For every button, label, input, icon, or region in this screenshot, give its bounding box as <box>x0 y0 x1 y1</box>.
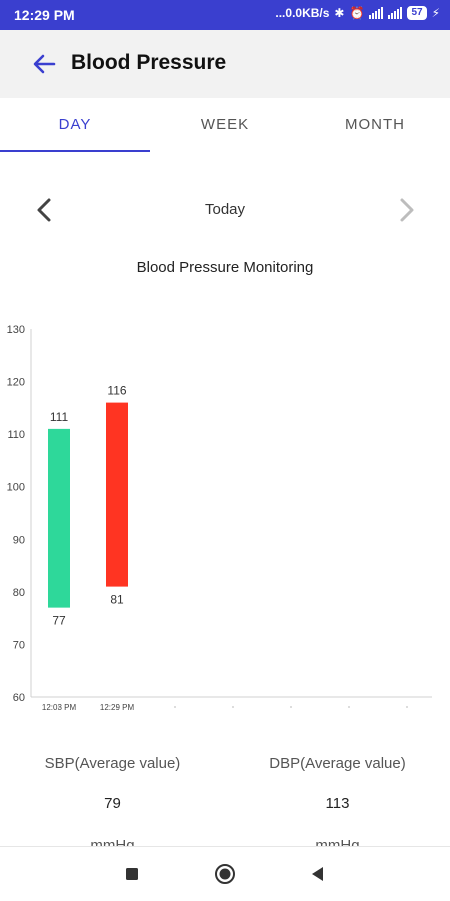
chart-title: Blood Pressure Monitoring <box>136 259 314 276</box>
bar-low-label: 77 <box>52 614 66 628</box>
bluetooth-icon: ✱ <box>334 6 345 20</box>
y-tick-label: 80 <box>13 587 25 599</box>
dbp-value: 113 <box>325 795 350 812</box>
y-tick-label: 70 <box>13 639 25 651</box>
status-time: 12:29 PM <box>14 7 75 23</box>
network-speed: ...0.0KB/s <box>275 6 330 20</box>
bp-bar <box>48 428 70 608</box>
status-icons: ...0.0KB/s ✱ ⏰ 57 ⚡ <box>275 6 440 20</box>
sbp-label: SBP(Average value) <box>44 755 181 772</box>
page-title: Blood Pressure <box>71 51 227 74</box>
back-triangle-icon[interactable] <box>307 863 329 885</box>
tab-day[interactable]: DAY <box>58 116 92 133</box>
arrow-back-icon[interactable] <box>30 50 58 78</box>
bar-low-label: 81 <box>110 593 124 607</box>
bp-bar <box>106 402 128 587</box>
charging-icon: ⚡ <box>431 6 440 20</box>
chevron-left-icon[interactable] <box>32 196 56 224</box>
battery-icon: 57 <box>407 6 427 20</box>
home-circle-icon[interactable] <box>214 863 236 885</box>
y-tick-label: 60 <box>13 692 25 704</box>
tab-week[interactable]: WEEK <box>200 116 250 133</box>
blood-pressure-chart: 60 70 80 90 100 110 120 130 12:03 PM 12:29 PM 111 7… <box>7 324 432 712</box>
y-tick-label: 100 <box>7 482 25 494</box>
system-nav-bar <box>0 846 450 901</box>
tab-bar: DAY WEEK MONTH <box>0 98 450 153</box>
x-tick-label: 12:29 PM <box>100 703 135 712</box>
tab-month[interactable]: MONTH <box>345 116 405 133</box>
alarm-off-icon: ⏰ <box>349 6 365 20</box>
y-tick-label: 110 <box>7 429 25 441</box>
x-tick-label: 12:03 PM <box>42 703 77 712</box>
date-label: Today <box>204 201 246 218</box>
recents-square-icon[interactable] <box>121 863 143 885</box>
bar-high-label: 111 <box>50 410 69 424</box>
signal-4g-icon <box>388 7 403 19</box>
app-bar: Blood Pressure <box>0 30 450 98</box>
signal-icon <box>369 7 384 19</box>
tab-indicator <box>0 150 150 152</box>
y-tick-label: 120 <box>7 377 25 389</box>
sbp-value: 79 <box>104 795 121 812</box>
y-tick-label: 130 <box>7 324 25 336</box>
dbp-label: DBP(Average value) <box>269 755 406 772</box>
status-bar: 12:29 PM ...0.0KB/s ✱ ⏰ 57 ⚡ <box>0 0 450 30</box>
bar-high-label: 116 <box>107 384 126 398</box>
chevron-right-icon[interactable] <box>395 196 419 224</box>
y-tick-label: 90 <box>13 534 25 546</box>
